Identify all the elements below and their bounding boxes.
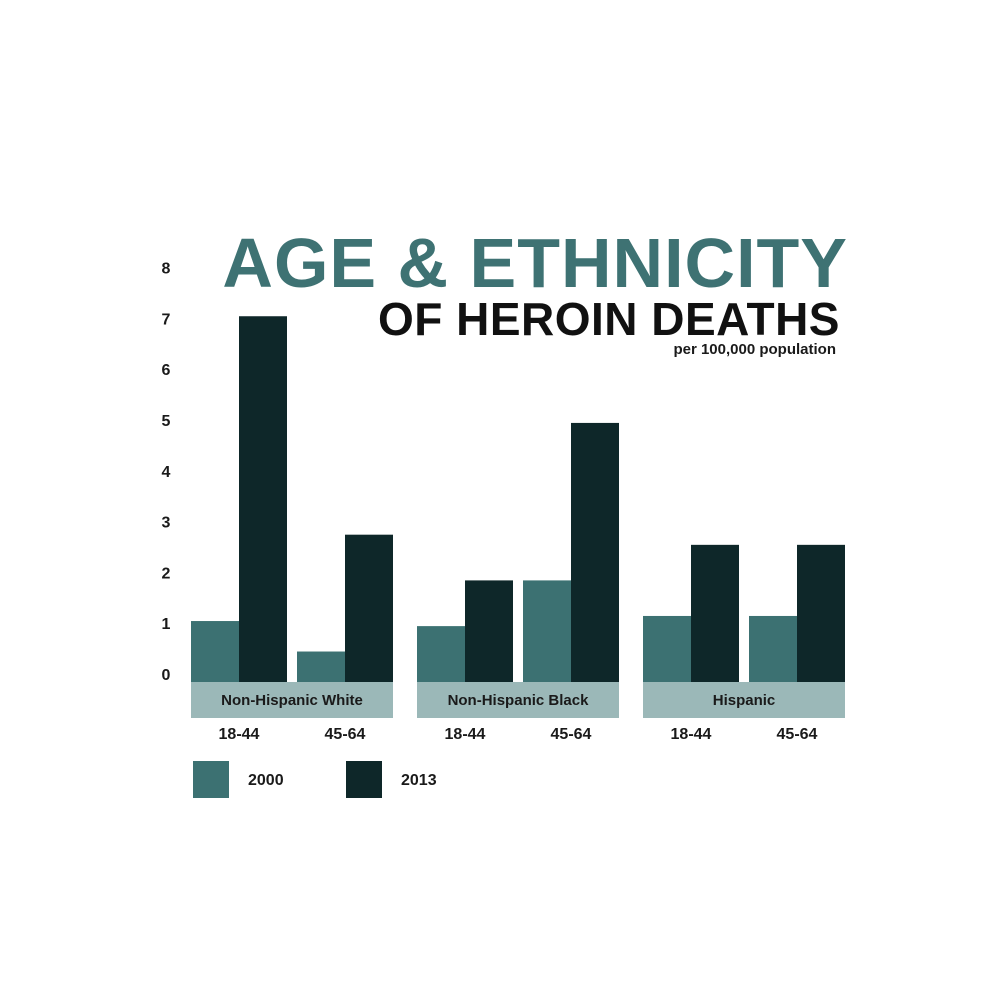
bar-2013-non-hispanic-black-18-44: [465, 580, 513, 682]
bar-2013-hispanic-45-64: [797, 544, 845, 682]
y-tick-label: 1: [162, 616, 171, 633]
legend-swatch-2013: [346, 761, 382, 798]
x-tick-label: 45-64: [325, 726, 366, 743]
legend-label-2013: 2013: [401, 772, 437, 789]
group-band: [643, 682, 845, 718]
group-bands: Non-Hispanic White Non-Hispanic Black Hisp…: [191, 682, 845, 718]
x-tick-label: 18-44: [445, 726, 486, 743]
legend-label-2000: 2000: [248, 772, 284, 789]
y-axis: 0 1 2 3 4 5 6 7 8: [162, 261, 171, 684]
chart-title-line2: OF HEROIN DEATHS: [378, 293, 840, 345]
y-tick-label: 7: [162, 311, 171, 328]
group-label: Hispanic: [713, 692, 776, 709]
chart-title: AGE & ETHNICITY: [222, 224, 848, 302]
group-band: [191, 682, 393, 718]
chart-subtitle: per 100,000 population: [673, 341, 836, 358]
bar-2000-hispanic-18-44: [643, 615, 691, 682]
bar-2000-non-hispanic-black-45-64: [523, 580, 571, 682]
y-tick-label: 8: [162, 261, 171, 278]
x-tick-label: 45-64: [777, 726, 818, 743]
y-tick-label: 6: [162, 362, 171, 379]
bar-2000-non-hispanic-black-18-44: [417, 626, 465, 682]
bar-2000-non-hispanic-white-18-44: [191, 621, 239, 682]
legend: 2000 2013: [193, 761, 437, 798]
group-band: [417, 682, 619, 718]
x-tick-label: 45-64: [551, 726, 592, 743]
bar-2013-non-hispanic-black-45-64: [571, 422, 619, 682]
group-label: Non-Hispanic Black: [448, 692, 590, 709]
bar-2013-non-hispanic-white-18-44: [239, 316, 287, 682]
y-tick-label: 5: [162, 413, 171, 430]
x-tick-label: 18-44: [219, 726, 260, 743]
y-tick-label: 0: [162, 667, 171, 684]
y-tick-label: 3: [162, 515, 171, 532]
legend-swatch-2000: [193, 761, 229, 798]
y-tick-label: 2: [162, 565, 171, 582]
y-tick-label: 4: [162, 464, 171, 481]
bar-2000-hispanic-45-64: [749, 615, 797, 682]
group-label: Non-Hispanic White: [221, 692, 363, 709]
bar-2013-hispanic-18-44: [691, 544, 739, 682]
bar-2013-non-hispanic-white-45-64: [345, 534, 393, 682]
x-tick-label: 18-44: [671, 726, 712, 743]
bars: [191, 316, 845, 682]
x-axis: 18-44 45-64 18-44 45-64 18-44 45-64: [219, 726, 818, 743]
bar-2000-non-hispanic-white-45-64: [297, 651, 345, 682]
